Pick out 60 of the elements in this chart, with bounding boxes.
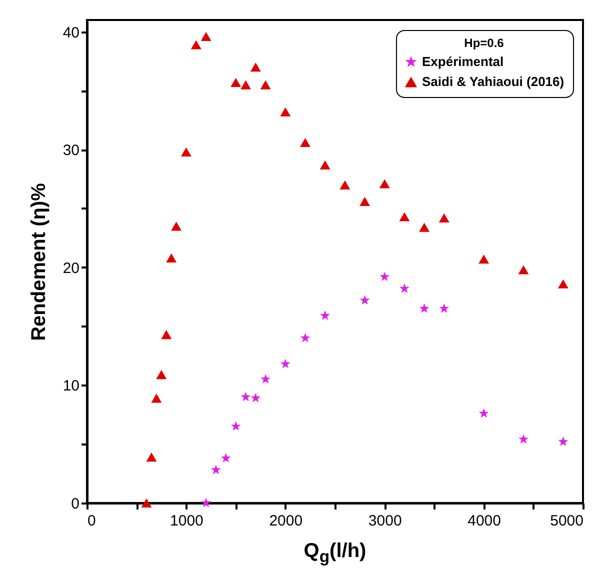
x-tick-label: 3000 [368,512,402,530]
y-tick-label: 40 [62,24,80,42]
point [201,498,212,508]
point [558,436,568,446]
point [360,196,370,206]
point [250,62,261,72]
x-tick-label: 0 [88,512,96,530]
point [250,392,261,402]
point [439,303,450,313]
point [518,265,529,274]
point [240,80,251,90]
x-tick-label: 5000 [550,512,584,530]
point [220,452,231,462]
point [380,272,390,282]
point [300,138,310,148]
point [171,222,182,231]
y-tick-label: 10 [62,378,80,395]
point [300,332,310,342]
point [340,180,350,190]
point [260,80,271,90]
legend-label: Expérimental [422,54,504,69]
point [438,213,450,222]
point [379,179,390,188]
legend-title: Hp=0.6 [464,36,504,50]
point [360,295,370,305]
point [230,421,241,431]
point [156,370,167,380]
y-tick-label: 30 [62,142,80,160]
point [260,374,271,384]
point [419,222,430,232]
point [399,212,410,222]
point [320,160,330,170]
point [161,330,172,340]
point [478,408,489,418]
point [320,310,330,320]
y-tick-label: 20 [62,260,80,277]
point [166,253,177,263]
point [151,394,162,403]
point [280,107,291,116]
x-tick-label: 2000 [269,512,303,530]
point [190,40,202,50]
point [230,78,242,87]
x-tick-label: 4000 [468,512,501,530]
point [141,498,152,508]
point [399,283,410,293]
point [210,464,221,474]
x-tick-label: 1000 [170,512,204,530]
point [558,279,568,288]
point [146,452,157,462]
legend-label: Saidi & Yahiaoui (2016) [422,74,564,89]
point [518,434,528,444]
point [240,392,251,402]
point [180,147,192,156]
x-axis-title: Q$_{g}$(l/h) [302,540,368,567]
point [419,303,430,313]
point [478,254,490,264]
y-axis-title: Rendement (η)% [28,182,50,341]
point [280,358,290,368]
point [200,32,212,42]
y-tick-label: 0 [71,496,80,512]
